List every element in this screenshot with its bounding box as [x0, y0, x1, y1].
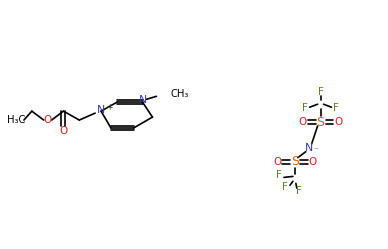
Text: N: N: [97, 105, 105, 115]
Text: O: O: [308, 157, 317, 167]
Text: N: N: [305, 143, 313, 153]
Text: F: F: [282, 182, 288, 192]
Text: ⁻: ⁻: [314, 146, 319, 155]
Text: S: S: [317, 116, 325, 128]
Text: F: F: [302, 103, 308, 113]
Text: O: O: [273, 157, 281, 167]
Text: F: F: [276, 170, 282, 181]
Text: CH₃: CH₃: [170, 89, 189, 99]
Text: O: O: [59, 126, 68, 136]
Text: O: O: [299, 117, 307, 127]
Text: O: O: [43, 115, 52, 125]
Text: +: +: [106, 103, 113, 112]
Text: F: F: [333, 103, 340, 113]
Text: F: F: [318, 87, 324, 97]
Text: N: N: [139, 95, 147, 105]
Text: S: S: [291, 155, 299, 168]
Text: H₃C: H₃C: [7, 115, 25, 125]
Text: O: O: [334, 117, 343, 127]
Text: F: F: [296, 186, 302, 196]
